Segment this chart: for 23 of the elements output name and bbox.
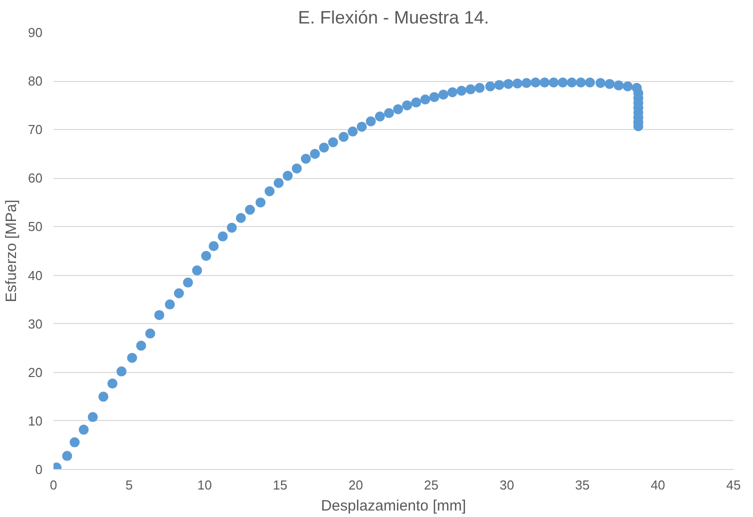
x-tick-label: 20 bbox=[348, 478, 363, 492]
x-tick-label: 0 bbox=[50, 478, 58, 492]
x-axis-title: Desplazamiento [mm] bbox=[320, 498, 466, 514]
x-tick-label: 10 bbox=[197, 478, 212, 492]
x-tick-label: 25 bbox=[424, 478, 439, 492]
y-axis-title: Esfuerzo [MPa] bbox=[3, 200, 20, 302]
y-tick-label: 70 bbox=[28, 122, 43, 138]
x-tick-label: 35 bbox=[575, 478, 590, 492]
y-tick-label: 50 bbox=[28, 219, 43, 234]
x-tick-label: 45 bbox=[726, 478, 741, 492]
y-tick-label: 0 bbox=[35, 462, 43, 477]
x-tick-label: 30 bbox=[500, 478, 514, 492]
y-tick-label: 60 bbox=[28, 170, 43, 186]
chart-title: E. Flexión - Muestra 14. bbox=[298, 8, 490, 28]
y-tick-label: 80 bbox=[28, 74, 43, 89]
y-tick-label: 10 bbox=[28, 413, 43, 428]
y-tick-label: 90 bbox=[28, 25, 43, 40]
x-tick-label: 40 bbox=[650, 478, 666, 492]
y-tick-label: 30 bbox=[28, 316, 43, 332]
y-tick-label: 20 bbox=[28, 364, 43, 380]
x-tick-label: 15 bbox=[272, 478, 288, 492]
x-tick-label: 5 bbox=[125, 478, 133, 492]
y-tick-label: 40 bbox=[28, 268, 43, 283]
